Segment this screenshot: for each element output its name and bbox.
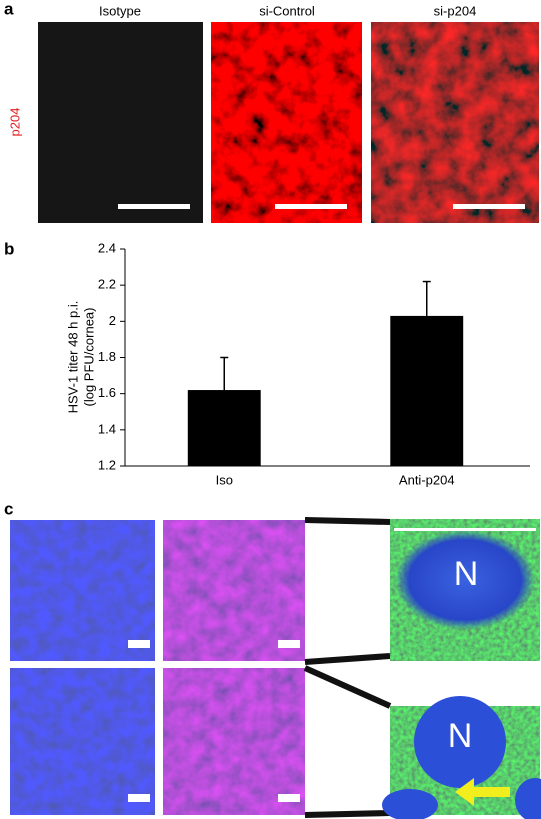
- panel-label: a: [4, 0, 14, 18]
- arrow: [455, 778, 510, 806]
- nucleus: [395, 530, 535, 630]
- scale-bar: [453, 204, 525, 209]
- y-tick-label: 2.4: [98, 240, 116, 255]
- scale-bar: [394, 684, 536, 687]
- x-tick-label: Iso: [216, 472, 233, 487]
- scale-bar: [128, 794, 150, 802]
- y-tick-label: 2: [109, 313, 116, 328]
- scale-bar: [118, 204, 190, 209]
- nucleus-label: N: [454, 555, 479, 593]
- bar-chart: b HSV-1 titer 48 h p.i. (log PFU/cornea)…: [4, 239, 530, 487]
- column-title: si-p204: [434, 3, 477, 18]
- micrograph: [163, 668, 305, 815]
- micrograph: [163, 520, 305, 661]
- column-title: Isotype: [99, 3, 141, 18]
- micrograph: [38, 22, 203, 223]
- column-title: si-Control: [259, 3, 315, 18]
- bar: [187, 390, 261, 466]
- micrograph: [10, 520, 155, 661]
- nucleus: [382, 789, 438, 819]
- scale-bar: [278, 794, 300, 802]
- micrograph: [371, 22, 539, 223]
- nucleus: [515, 778, 541, 819]
- nucleus-label: N: [448, 717, 473, 755]
- y-axis-label: HSV-1 titer 48 h p.i.: [65, 301, 80, 414]
- micrograph: [211, 22, 362, 223]
- row-label: p204: [7, 108, 22, 137]
- y-tick-label: 1.2: [98, 457, 116, 472]
- scale-bar: [278, 640, 300, 648]
- panel-label: b: [4, 239, 14, 258]
- y-tick-label: 1.4: [98, 421, 116, 436]
- nucleus: [414, 696, 506, 788]
- zoom-lines: [303, 517, 392, 818]
- scale-bar: [275, 204, 347, 209]
- y-tick-label: 1.6: [98, 385, 116, 400]
- bar: [390, 315, 464, 466]
- y-tick-label: 1.8: [98, 349, 116, 364]
- y-axis-label: (log PFU/cornea): [81, 308, 96, 407]
- scale-bar: [128, 640, 150, 648]
- scale-bar: [394, 528, 536, 531]
- micrograph: [10, 668, 155, 815]
- x-tick-label: Anti-p204: [399, 472, 455, 487]
- panel-label: c: [4, 499, 13, 518]
- y-tick-label: 2.2: [98, 277, 116, 292]
